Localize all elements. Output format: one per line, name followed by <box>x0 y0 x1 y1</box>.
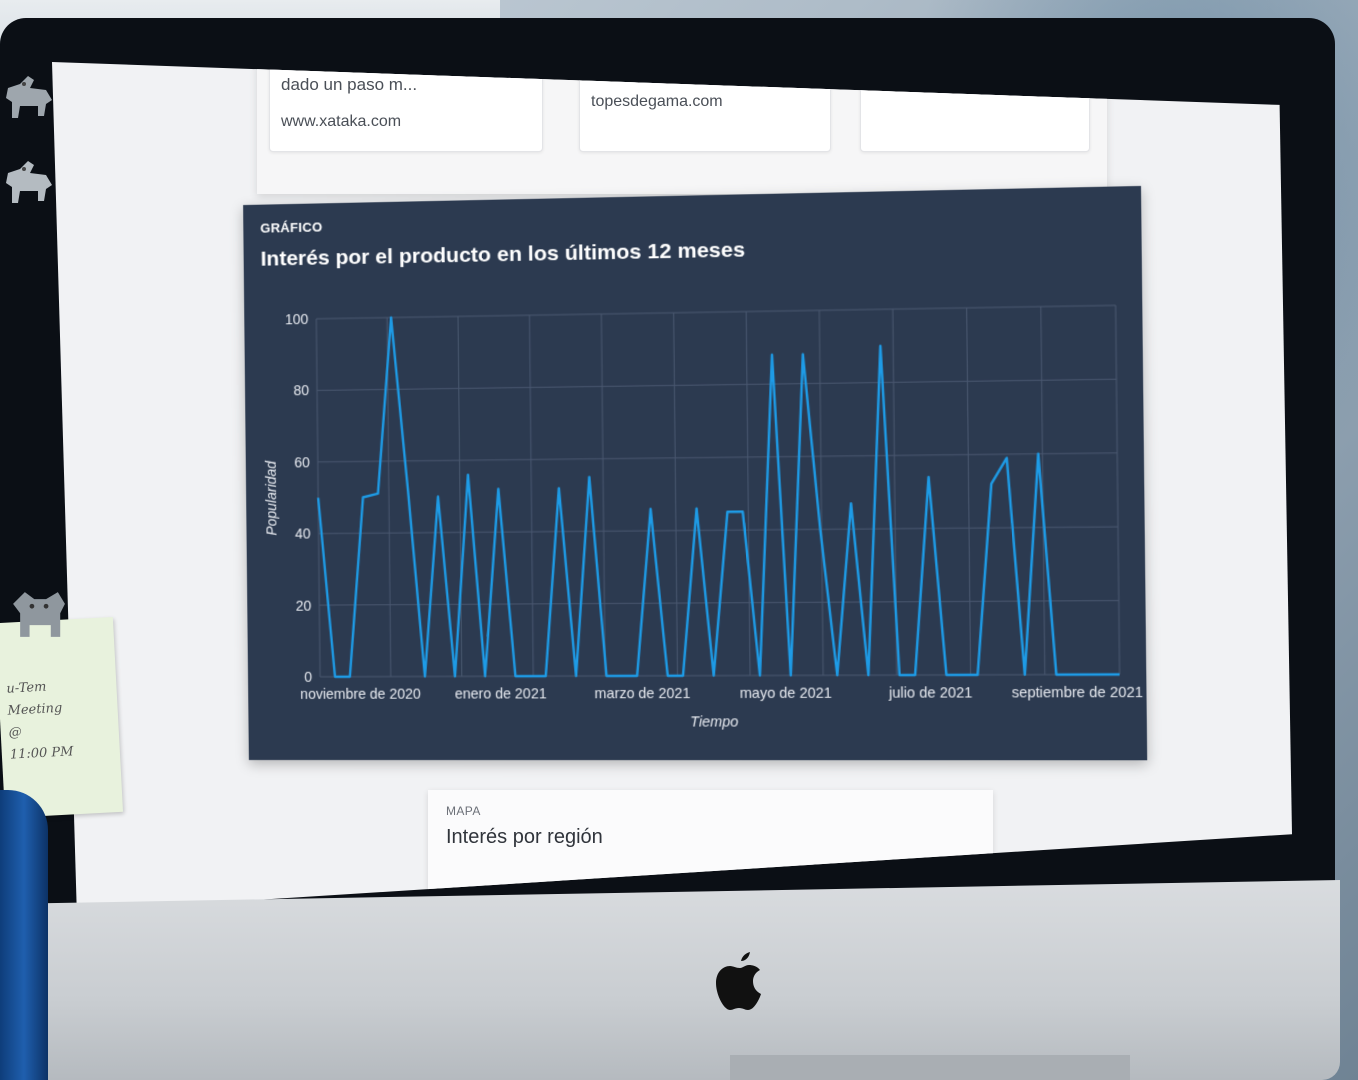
sticky-note-text: u-Tem Meeting @ 11:00 PM <box>6 675 74 766</box>
x-tick-label: septiembre de 2021 <box>1012 684 1144 701</box>
y-gridline <box>317 379 1116 390</box>
map-panel-kicker: MAPA <box>446 804 481 818</box>
chart-panel-kicker: GRÁFICO <box>260 219 322 235</box>
blue-vase <box>0 790 48 1080</box>
x-gridline <box>1116 305 1120 674</box>
y-tick-label: 20 <box>296 597 312 613</box>
y-gridline <box>318 453 1117 462</box>
x-axis-title: Tiempo <box>690 713 739 729</box>
y-gridline <box>319 527 1118 534</box>
y-tick-label: 60 <box>294 454 310 470</box>
screen: dado un paso m... www.xataka.com topesde… <box>52 62 1292 920</box>
y-gridline <box>316 305 1115 318</box>
dog-magnet-icon <box>6 585 72 651</box>
x-gridline <box>530 315 534 676</box>
y-axis-title: Popularidad <box>263 460 280 536</box>
apple-logo-icon <box>712 948 768 1020</box>
monitor-chin <box>0 880 1340 1080</box>
interest-line-chart: 0 20 40 60 80 100 noviembre de 2020 enero de 20… <box>244 274 1147 760</box>
chart-panel: GRÁFICO Interés por el producto en los ú… <box>243 186 1147 760</box>
y-tick-label: 100 <box>285 311 309 327</box>
y-tick-label: 40 <box>295 526 311 542</box>
map-panel-title: Interés por región <box>446 826 603 849</box>
x-tick-label: noviembre de 2020 <box>300 686 421 702</box>
result-domain[interactable]: www.xataka.com <box>281 113 401 131</box>
result-snippet: dado un paso m... <box>281 75 417 95</box>
dog-magnet-icon <box>0 70 56 126</box>
chart-panel-title: Interés por el producto en los últimos 1… <box>261 238 746 272</box>
x-gridline <box>746 312 750 676</box>
y-tick-label: 80 <box>293 382 309 398</box>
monitor-stand <box>730 1055 1130 1080</box>
x-tick-label: marzo de 2021 <box>594 685 690 701</box>
x-gridline <box>967 308 971 675</box>
x-gridline <box>819 310 823 675</box>
x-tick-label: mayo de 2021 <box>740 684 833 701</box>
x-tick-label: enero de 2021 <box>455 685 547 701</box>
y-gridline <box>320 674 1120 676</box>
series-line <box>316 305 1119 676</box>
result-domain[interactable]: topesdegama.com <box>591 93 723 111</box>
x-tick-label: julio de 2021 <box>888 684 973 701</box>
y-tick-label: 0 <box>304 669 312 685</box>
dog-magnet-icon <box>0 155 56 211</box>
x-gridline <box>674 313 678 676</box>
